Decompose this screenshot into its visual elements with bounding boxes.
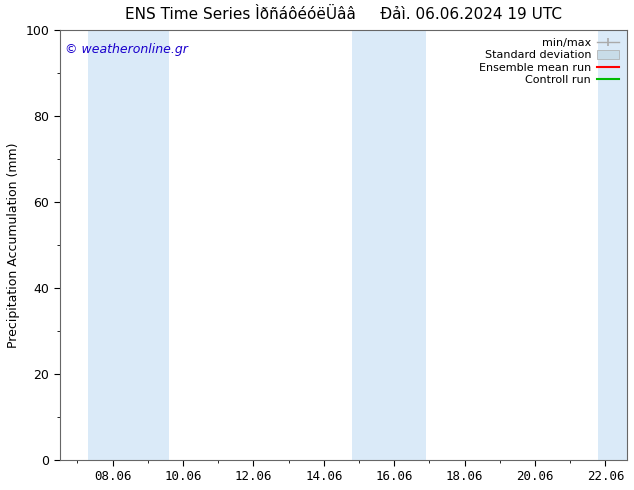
Y-axis label: Precipitation Accumulation (mm): Precipitation Accumulation (mm) (7, 142, 20, 347)
Bar (598, 30, 626, 460)
Title: ENS Time Series ÌðñáôéóëÜââ     Đảì. 06.06.2024 19 UTC: ENS Time Series ÌðñáôéóëÜââ Đảì. 06.06.2… (125, 7, 562, 22)
Legend: min/max, Standard deviation, Ensemble mean run, Controll run: min/max, Standard deviation, Ensemble me… (477, 36, 621, 87)
Bar (352, 30, 426, 460)
Text: © weatheronline.gr: © weatheronline.gr (65, 43, 188, 56)
Bar (88, 30, 169, 460)
